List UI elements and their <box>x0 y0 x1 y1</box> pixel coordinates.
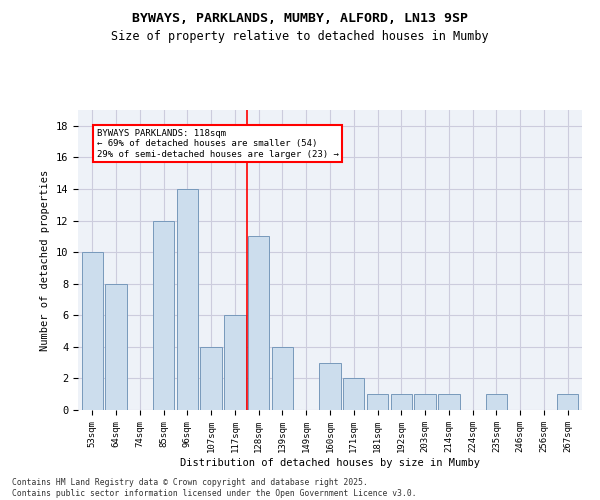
Y-axis label: Number of detached properties: Number of detached properties <box>40 170 50 350</box>
Bar <box>391 394 412 410</box>
Bar <box>367 394 388 410</box>
Bar <box>486 394 507 410</box>
Bar <box>200 347 222 410</box>
Bar <box>248 236 269 410</box>
Bar <box>415 394 436 410</box>
Bar <box>224 316 245 410</box>
Bar <box>176 189 198 410</box>
Bar <box>106 284 127 410</box>
Text: Contains HM Land Registry data © Crown copyright and database right 2025.
Contai: Contains HM Land Registry data © Crown c… <box>12 478 416 498</box>
Bar <box>343 378 364 410</box>
Text: BYWAYS PARKLANDS: 118sqm
← 69% of detached houses are smaller (54)
29% of semi-d: BYWAYS PARKLANDS: 118sqm ← 69% of detach… <box>97 129 338 158</box>
Bar <box>438 394 460 410</box>
Text: Size of property relative to detached houses in Mumby: Size of property relative to detached ho… <box>111 30 489 43</box>
Bar <box>82 252 103 410</box>
Bar <box>319 362 341 410</box>
Bar <box>153 220 174 410</box>
Bar <box>557 394 578 410</box>
X-axis label: Distribution of detached houses by size in Mumby: Distribution of detached houses by size … <box>180 458 480 468</box>
Text: BYWAYS, PARKLANDS, MUMBY, ALFORD, LN13 9SP: BYWAYS, PARKLANDS, MUMBY, ALFORD, LN13 9… <box>132 12 468 26</box>
Bar <box>272 347 293 410</box>
